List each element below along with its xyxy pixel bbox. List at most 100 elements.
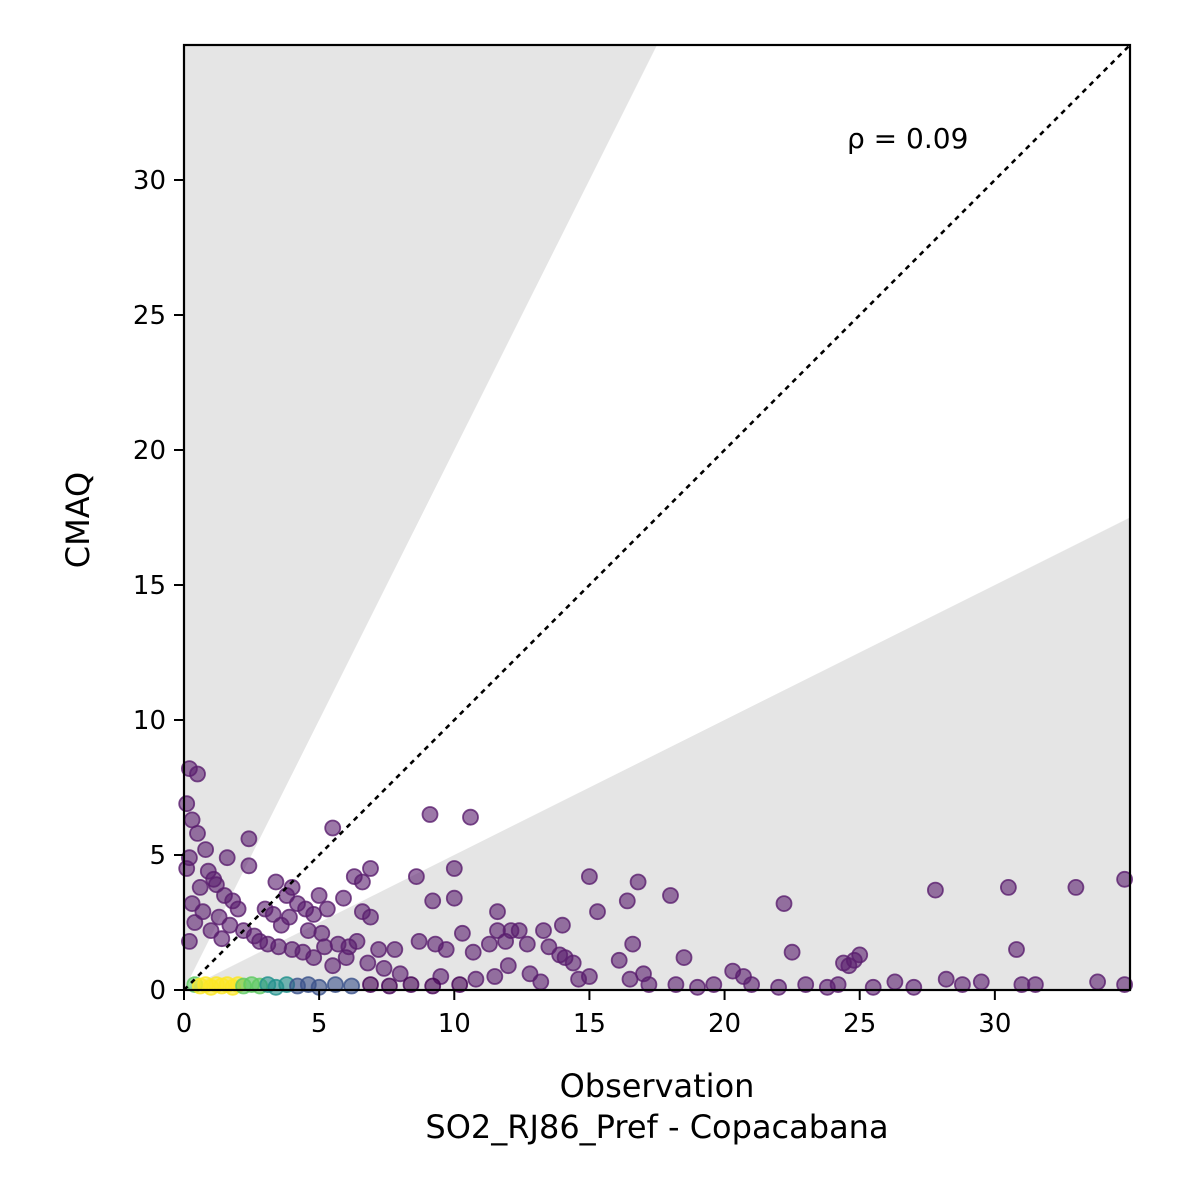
scatter-point: [640, 976, 658, 993]
scatter-point: [610, 951, 628, 969]
y-tick-label: 20: [133, 436, 166, 466]
y-tick-label: 5: [149, 841, 166, 871]
scatter-point: [1116, 870, 1133, 888]
scatter-point: [410, 933, 428, 950]
scatter-point: [437, 941, 455, 958]
scatter-point: [1000, 879, 1017, 896]
scatter-point: [178, 860, 196, 877]
x-tick-label: 15: [573, 1009, 606, 1039]
scatter-point: [380, 977, 398, 995]
scatter-point: [280, 908, 298, 926]
scatter-point: [1027, 976, 1044, 993]
scatter-point: [324, 957, 342, 975]
scatter-point: [499, 957, 517, 975]
scatter-point: [421, 806, 439, 823]
scatter-point: [1008, 941, 1025, 958]
chart-subtitle: SO2_RJ86_Pref - Copacabana: [425, 1108, 888, 1146]
scatter-point: [783, 943, 801, 961]
x-tick-label: 5: [311, 1009, 328, 1039]
scatter-point: [886, 973, 904, 991]
scatter-point: [189, 765, 206, 783]
scatter-point: [829, 976, 847, 993]
x-tick-label: 0: [176, 1009, 193, 1039]
y-axis-label: CMAQ: [59, 472, 97, 568]
scatter-point: [510, 922, 528, 939]
scatter-point: [362, 860, 379, 877]
scatter-point: [972, 973, 990, 991]
scatter-point: [551, 946, 569, 964]
scatter-point: [424, 977, 442, 995]
scatter-point: [486, 968, 504, 985]
scatter-point: [267, 873, 285, 891]
scatter-point: [240, 830, 258, 848]
scatter-point: [864, 978, 882, 996]
scatter-point: [618, 892, 636, 910]
scatter-point: [927, 881, 944, 899]
scatter-point: [689, 978, 706, 996]
scatter-point: [197, 841, 215, 858]
scatter-point: [337, 949, 355, 966]
scatter-point: [424, 892, 442, 910]
x-tick-label: 30: [978, 1009, 1011, 1039]
scatter-point: [954, 976, 971, 993]
scatter-point: [480, 935, 498, 953]
scatter-point: [324, 819, 342, 837]
scatter-point: [451, 976, 469, 993]
scatter-point: [581, 868, 598, 885]
scatter-point: [326, 976, 344, 993]
scatter-point: [675, 949, 693, 966]
scatter-point: [467, 970, 485, 988]
scatter-point: [178, 795, 196, 813]
scatter-point: [313, 924, 331, 942]
scatter-point: [186, 914, 204, 931]
y-tick-label: 10: [133, 706, 166, 736]
scatter-point: [270, 938, 288, 956]
scatter-point: [581, 968, 598, 985]
plot-frame: [182, 43, 1132, 992]
scatter-point: [705, 976, 723, 993]
scatter-point: [229, 900, 247, 918]
x-tick-label: 25: [843, 1009, 876, 1039]
scatter-point: [362, 908, 379, 926]
scatter-point: [370, 941, 388, 958]
x-axis-ticks: 0 5 10 15 20 25 30: [176, 990, 1011, 1039]
x-tick-label: 20: [708, 1009, 741, 1039]
scatter-point: [213, 930, 231, 948]
scatter-point: [453, 924, 471, 942]
correlation-annotation: ρ = 0.09: [847, 122, 968, 155]
scatter-point: [348, 933, 366, 950]
scatter-point: [310, 887, 328, 904]
scatter-point: [386, 941, 404, 958]
scatter-point: [445, 860, 463, 877]
points-layer: [178, 760, 1133, 996]
y-tick-label: 30: [133, 166, 166, 196]
y-tick-label: 25: [133, 301, 166, 331]
scatter-point: [937, 970, 955, 988]
identity-line: [183, 44, 1131, 991]
scatter-point: [905, 978, 923, 996]
scatter-point: [375, 960, 393, 977]
scatter-point: [1067, 879, 1085, 896]
scatter-point: [305, 949, 323, 966]
x-axis-label: Observation: [560, 1067, 755, 1105]
scatter-point: [624, 935, 642, 953]
scatter-point: [770, 978, 787, 996]
scatter-point: [299, 922, 317, 939]
scatter-point: [189, 825, 206, 842]
scatter-point: [318, 900, 336, 918]
scatter-point: [564, 954, 582, 972]
scatter-point: [554, 916, 571, 934]
scatter-point: [407, 868, 425, 885]
scatter-point: [775, 895, 793, 912]
y-tick-label: 0: [149, 976, 166, 1006]
scatter-point: [667, 976, 685, 993]
scatter-point: [240, 857, 258, 875]
scatter-point: [1089, 973, 1106, 991]
y-axis-ticks: 0 5 10 15 20 25 30: [133, 166, 184, 1006]
scatter-point: [797, 976, 815, 993]
scatter-point: [535, 922, 552, 939]
scatter-point: [218, 849, 236, 867]
scatter-point: [851, 946, 869, 964]
scatter-point: [662, 887, 679, 904]
